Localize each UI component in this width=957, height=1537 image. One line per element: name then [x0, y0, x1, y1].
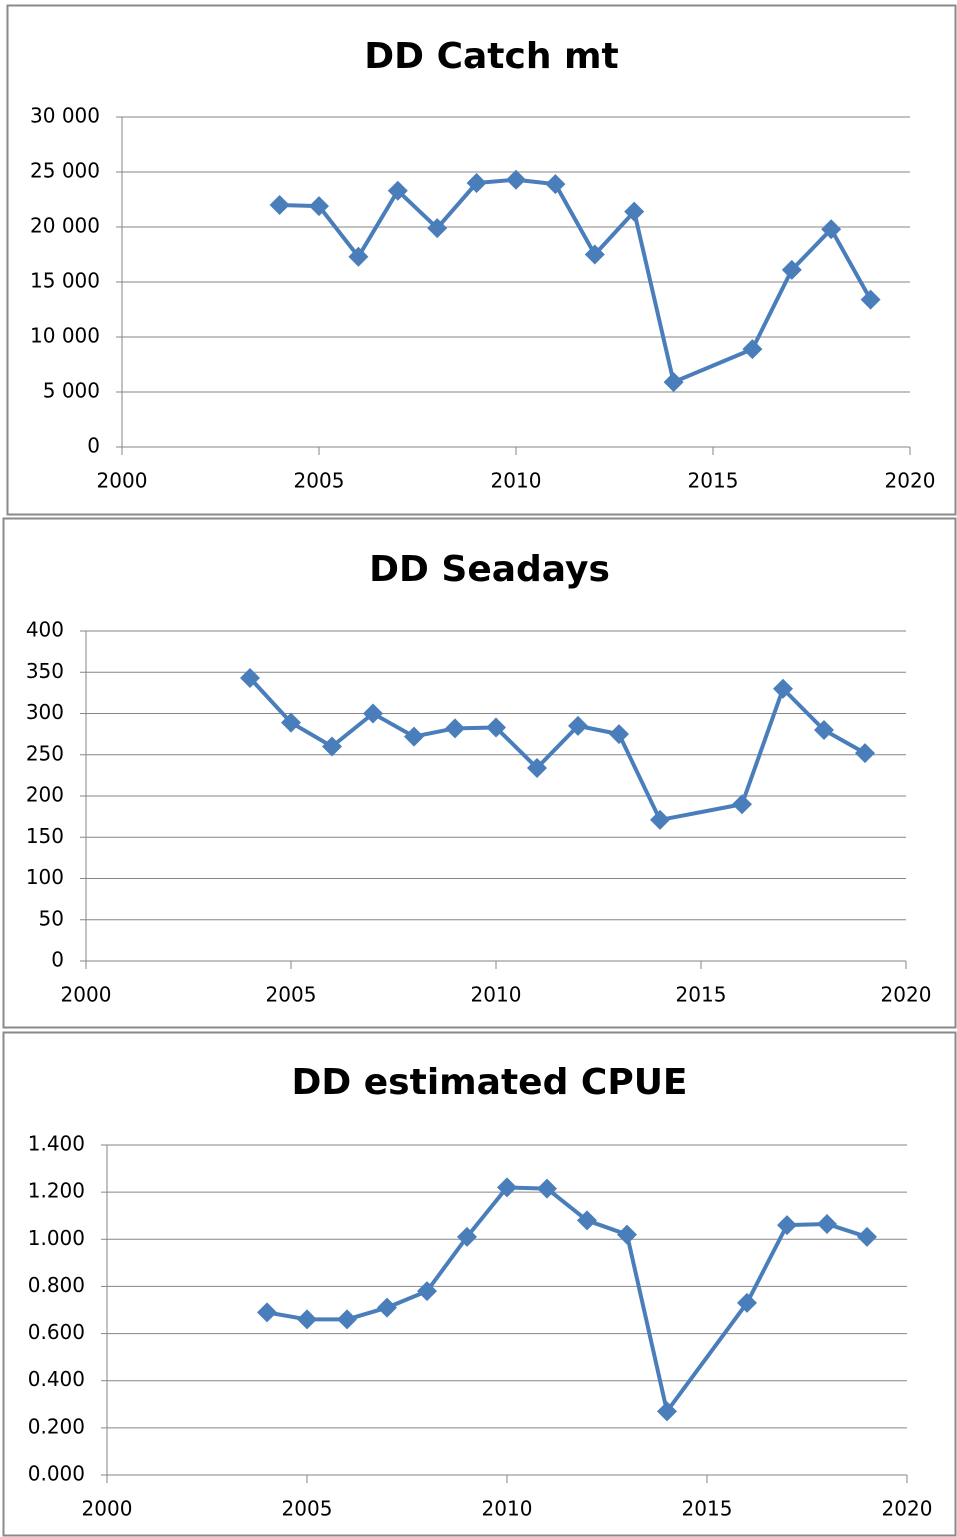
chart-title: DD Catch mt: [364, 36, 618, 77]
y-tick-label: 1.200: [28, 1179, 85, 1203]
data-point: [417, 1281, 437, 1302]
data-point: [584, 244, 605, 265]
y-tick-label: 400: [26, 618, 64, 642]
data-point: [527, 757, 547, 778]
y-tick-label: 30 000: [30, 104, 100, 128]
data-point: [577, 1210, 597, 1231]
data-point: [617, 1224, 637, 1245]
data-point: [322, 736, 342, 757]
x-tick-label: 2020: [885, 469, 936, 493]
y-tick-label: 150: [26, 824, 64, 848]
panel: [6, 4, 957, 516]
data-point: [817, 1213, 837, 1234]
x-tick-label: 2005: [282, 1497, 333, 1521]
x-tick-label: 2015: [688, 469, 739, 493]
data-point: [609, 724, 629, 745]
data-point: [281, 712, 301, 733]
x-tick-label: 2015: [682, 1497, 733, 1521]
data-point: [427, 218, 448, 239]
data-point: [348, 246, 369, 267]
x-tick-label: 2005: [294, 469, 345, 493]
data-point: [650, 809, 670, 830]
data-point: [497, 1177, 517, 1198]
data-point: [663, 372, 684, 393]
x-tick-label: 2005: [266, 983, 317, 1007]
data-point: [387, 180, 408, 201]
y-tick-label: 1.400: [28, 1132, 85, 1156]
data-point: [466, 173, 487, 193]
data-point: [363, 703, 383, 724]
x-tick-label: 2010: [471, 983, 522, 1007]
data-point: [857, 1226, 877, 1247]
data-point: [506, 169, 526, 190]
data-point: [814, 720, 834, 740]
data-point: [297, 1309, 317, 1330]
data-point: [781, 259, 802, 280]
data-point: [240, 668, 260, 689]
y-tick-label: 0.400: [28, 1367, 85, 1391]
data-point: [568, 715, 588, 736]
y-tick-label: 250: [26, 741, 64, 765]
x-tick-label: 2020: [881, 983, 932, 1007]
y-tick-label: 10 000: [30, 324, 100, 348]
y-tick-label: 0: [51, 948, 64, 972]
y-tick-label: 100: [26, 865, 64, 889]
y-tick-label: 25 000: [30, 159, 100, 183]
x-tick-label: 2000: [97, 469, 148, 493]
y-tick-label: 300: [26, 700, 64, 724]
data-point: [486, 717, 506, 738]
data-point: [457, 1226, 477, 1247]
x-tick-label: 2010: [482, 1497, 533, 1521]
x-tick-label: 2015: [676, 983, 727, 1007]
chart-title: DD estimated CPUE: [291, 1062, 687, 1103]
y-tick-label: 0: [87, 434, 100, 458]
y-tick-label: 200: [26, 783, 64, 807]
data-point: [269, 195, 290, 215]
y-tick-label: 20 000: [30, 214, 100, 238]
data-point: [855, 743, 875, 764]
data-point: [821, 219, 842, 240]
y-tick-label: 1.000: [28, 1226, 85, 1250]
data-point: [657, 1401, 677, 1422]
data-point: [777, 1215, 797, 1236]
data-point: [337, 1309, 357, 1330]
data-point: [860, 289, 881, 310]
y-tick-label: 5 000: [43, 379, 100, 403]
data-point: [445, 718, 465, 739]
y-tick-label: 0.000: [28, 1462, 85, 1486]
y-tick-label: 0.200: [28, 1414, 85, 1438]
data-point: [404, 726, 424, 747]
data-point: [773, 678, 793, 699]
y-tick-label: 0.800: [28, 1273, 85, 1297]
y-tick-label: 50: [39, 906, 64, 930]
panel: [2, 517, 957, 1029]
data-point: [537, 1178, 557, 1199]
chart-title: DD Seadays: [369, 549, 610, 590]
x-tick-label: 2000: [82, 1497, 133, 1521]
x-tick-label: 2000: [61, 983, 112, 1007]
y-tick-label: 0.600: [28, 1320, 85, 1344]
data-point: [732, 794, 752, 815]
y-tick-label: 350: [26, 659, 64, 683]
x-tick-label: 2020: [882, 1497, 933, 1521]
x-tick-label: 2010: [491, 469, 542, 493]
data-point: [545, 174, 566, 195]
data-point: [624, 201, 645, 222]
data-point: [257, 1302, 277, 1323]
data-point: [309, 196, 329, 217]
data-point: [377, 1297, 397, 1318]
y-tick-label: 15 000: [30, 269, 100, 293]
data-point: [737, 1292, 757, 1313]
panel: [2, 1031, 957, 1537]
data-point: [742, 339, 763, 360]
